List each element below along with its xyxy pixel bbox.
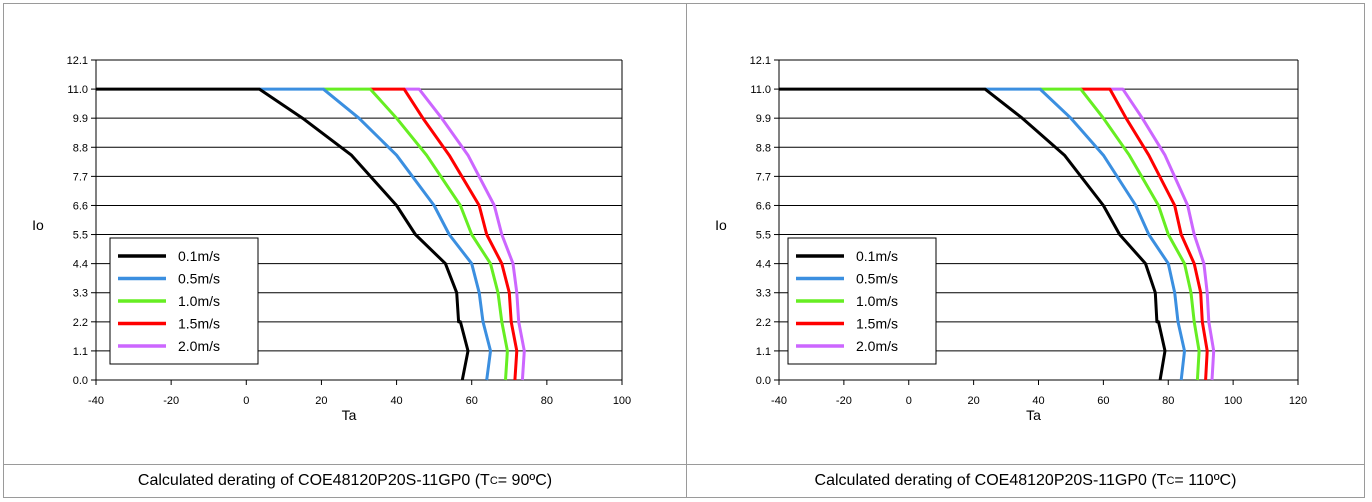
legend-label: 1.0m/s [856,293,898,309]
y-tick-label: 1.1 [756,346,771,358]
y-axis-label: Io [32,217,44,233]
series-line-10ms [1040,87,1201,381]
y-tick-label: 4.4 [73,259,88,271]
x-tick-label: 100 [1224,395,1242,407]
series-line-15ms [370,87,519,381]
x-tick-label: 20 [315,395,327,407]
x-tick-label: -40 [771,395,787,407]
chart-panel-right: 0.0 1.1 2.2 3.3 4.4 5.5 6.6 7.7 8.8 9.9 11.0 12.1 -4… [687,4,1369,464]
y-tick-label: 7.7 [756,171,771,183]
caption-right-prefix: Calculated derating of COE48120P20S-11GP… [814,472,1167,489]
y-tick-label: 5.5 [73,230,88,242]
y-tick-label: 11.0 [750,84,771,96]
caption-left: Calculated derating of COE48120P20S-11GP… [4,465,686,497]
series-line-05ms [985,87,1186,381]
caption-left-suffix: = 90ºC) [497,472,553,489]
series-line-05ms [259,87,492,381]
x-tick-label: 20 [968,395,980,407]
x-tick-label: -20 [163,395,179,407]
chart-panel-left: 0.0 1.1 2.2 3.3 4.4 5.5 6.6 7.7 8.8 9.9 11.0 12.1 -4… [4,4,686,464]
caption-divider [3,464,1365,465]
x-tick-label: 80 [1162,395,1174,407]
x-tick-label: 60 [1097,395,1109,407]
legend-label: 1.0m/s [178,293,220,309]
legend-label: 0.5m/s [856,271,898,287]
caption-left-prefix: Calculated derating of COE48120P20S-11GP… [137,472,490,489]
y-tick-label: 9.9 [756,113,771,125]
legend-label: 2.0m/s [856,338,898,354]
series-line-20ms [404,87,526,381]
series-line-20ms [1109,87,1216,381]
x-tick-label: 60 [466,395,478,407]
y-tick-label: 7.7 [73,171,88,183]
caption-right: Calculated derating of COE48120P20S-11GP… [687,465,1364,497]
legend-label: 1.5m/s [178,316,220,332]
y-tick-label: 8.8 [73,142,88,154]
caption-left-sub: C [489,475,498,487]
x-tick-label: 40 [1032,395,1044,407]
x-axis-label: Ta [342,407,357,423]
series-line-10ms [323,87,509,381]
y-tick-label: 8.8 [756,142,771,154]
y-tick-label: 2.2 [73,317,88,329]
x-tick-label: 0 [243,395,249,407]
derating-chart-110c: 0.0 1.1 2.2 3.3 4.4 5.5 6.6 7.7 8.8 9.9 11.0 12.1 -4… [715,55,1307,423]
outer-frame [3,3,1365,498]
y-tick-label: 0.0 [73,375,88,387]
legend-label: 0.1m/s [178,248,220,264]
y-tick-label: 3.3 [73,288,88,300]
series-line-15ms [1080,87,1209,381]
y-tick-label: 0.0 [756,375,771,387]
y-tick-label: 12.1 [750,55,771,67]
x-tick-label: 100 [613,395,631,407]
y-tick-label: 5.5 [756,230,771,242]
y-tick-label: 4.4 [756,259,771,271]
y-axis-label: Io [715,217,727,233]
series-line-01ms [779,87,1167,381]
series-line-01ms [96,87,470,381]
x-tick-label: -20 [836,395,852,407]
caption-right-sub: C [1166,475,1175,487]
caption-right-suffix: = 110ºC) [1174,472,1237,489]
legend-label: 0.5m/s [178,271,220,287]
legend-label: 1.5m/s [856,316,898,332]
y-tick-label: 6.6 [73,200,88,212]
y-tick-label: 6.6 [756,200,771,212]
legend-label: 2.0m/s [178,338,220,354]
y-tick-label: 3.3 [756,288,771,300]
x-tick-label: 80 [541,395,553,407]
x-tick-label: 120 [1289,395,1307,407]
y-tick-label: 11.0 [67,84,88,96]
y-tick-label: 12.1 [67,55,88,67]
y-tick-label: 1.1 [73,346,88,358]
panel-divider [686,3,687,498]
legend-label: 0.1m/s [856,248,898,264]
derating-chart-90c: 0.0 1.1 2.2 3.3 4.4 5.5 6.6 7.7 8.8 9.9 11.0 12.1 -4… [32,55,631,423]
y-tick-label: 2.2 [756,317,771,329]
x-tick-label: 0 [906,395,912,407]
x-axis-label: Ta [1026,407,1041,423]
x-tick-label: -40 [88,395,104,407]
y-tick-label: 9.9 [73,113,88,125]
x-tick-label: 40 [390,395,402,407]
